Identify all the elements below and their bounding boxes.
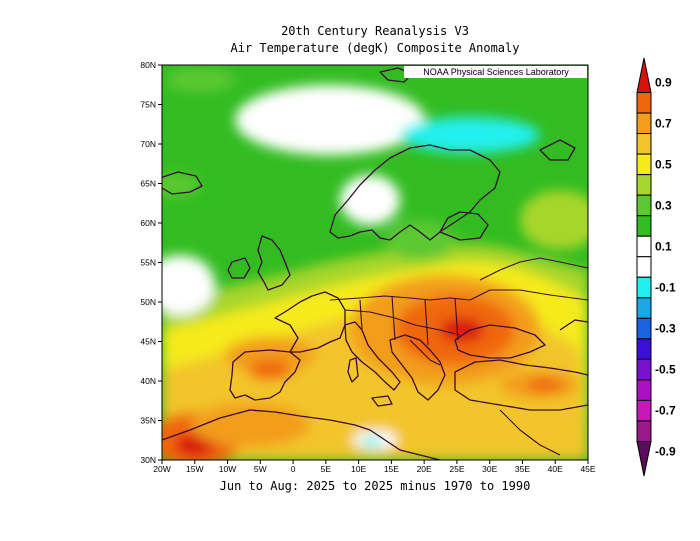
colorbar-swatch <box>636 399 652 422</box>
colorbar-swatch <box>636 112 652 135</box>
y-tick-label: 45N <box>140 337 156 347</box>
colorbar-swatch <box>636 215 652 237</box>
credit-box <box>404 66 587 78</box>
y-tick-label: 30N <box>140 455 156 465</box>
credit-text: NOAA Physical Sciences Laboratory <box>423 67 569 77</box>
anomaly-field <box>162 68 588 460</box>
colorbar-swatch <box>636 317 652 340</box>
y-tick-label: 50N <box>140 297 156 307</box>
colorbar-swatch <box>636 276 652 299</box>
y-tick-label: 35N <box>140 416 156 426</box>
x-tick-label: 20W <box>153 464 170 474</box>
chart-subtitle: Jun to Aug: 2025 to 2025 minus 1970 to 1… <box>220 479 531 493</box>
colorbar-label: 0.9 <box>655 75 672 89</box>
colorbar-label: -0.3 <box>655 322 676 336</box>
x-axis-ticks: 20W 15W 10W 5W 0 5E 10E 15E 20E 25E 30E 35E 40E 45E <box>153 460 596 474</box>
x-tick-label: 30E <box>482 464 497 474</box>
colorbar-swatch <box>636 92 652 114</box>
colorbar-label: 0.1 <box>655 239 672 253</box>
colorbar-swatch <box>636 194 652 217</box>
colorbar-swatch <box>636 174 652 196</box>
colorbar-swatch <box>636 133 652 155</box>
coastlines <box>162 67 588 460</box>
x-tick-label: 45E <box>580 464 595 474</box>
y-tick-label: 60N <box>140 218 156 228</box>
colorbar-label: 0.5 <box>655 157 672 171</box>
x-tick-label: 5E <box>321 464 332 474</box>
x-tick-label: 40E <box>548 464 563 474</box>
x-tick-label: 5W <box>254 464 267 474</box>
chart-title-line1: 20th Century Reanalysis V3 <box>281 24 469 38</box>
colorbar-bottom-arrow <box>636 440 652 477</box>
colorbar-label: -0.9 <box>655 445 676 459</box>
chart-title-line2: Air Temperature (degK) Composite Anomaly <box>231 41 520 55</box>
colorbar-swatch <box>636 297 652 319</box>
colorbar: 0.9 0.7 0.5 0.3 0.1 -0.1 -0.3 -0.5 -0.7 -0.9 <box>636 57 676 477</box>
colorbar-swatch <box>636 235 652 258</box>
colorbar-swatch <box>636 153 652 176</box>
y-tick-label: 80N <box>140 60 156 70</box>
x-tick-label: 35E <box>515 464 530 474</box>
colorbar-label: -0.5 <box>655 363 676 377</box>
colorbar-top-arrow <box>636 57 652 94</box>
y-tick-label: 55N <box>140 258 156 268</box>
colorbar-label: -0.1 <box>655 281 676 295</box>
x-tick-label: 0 <box>291 464 296 474</box>
y-tick-label: 65N <box>140 179 156 189</box>
colorbar-swatch <box>636 338 652 360</box>
colorbar-swatch <box>636 420 652 442</box>
colorbar-swatch <box>636 256 652 278</box>
x-tick-label: 20E <box>417 464 432 474</box>
x-tick-label: 15E <box>384 464 399 474</box>
y-axis-ticks: 80N 75N 70N 65N 60N 55N 50N 45N 40N 35N 30N <box>140 60 162 465</box>
x-tick-label: 25E <box>449 464 464 474</box>
colorbar-label: 0.7 <box>655 116 672 130</box>
colorbar-label: -0.7 <box>655 404 676 418</box>
y-tick-label: 40N <box>140 376 156 386</box>
colorbar-label: 0.3 <box>655 198 672 212</box>
x-tick-label: 10E <box>351 464 366 474</box>
y-tick-label: 70N <box>140 139 156 149</box>
colorbar-swatch <box>636 379 652 401</box>
x-tick-label: 10W <box>219 464 236 474</box>
y-tick-label: 75N <box>140 100 156 110</box>
country-borders <box>329 257 588 456</box>
x-tick-label: 15W <box>186 464 203 474</box>
colorbar-swatch <box>636 358 652 381</box>
map-panel <box>162 65 588 460</box>
